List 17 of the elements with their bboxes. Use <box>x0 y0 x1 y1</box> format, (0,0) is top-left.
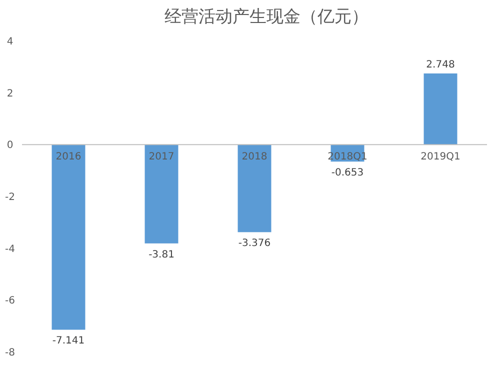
y-tick-label: -2 <box>5 192 15 203</box>
x-tick-label: 2019Q1 <box>420 152 460 163</box>
x-tick-label: 2018 <box>242 152 268 163</box>
data-label: -3.81 <box>148 249 174 260</box>
data-label: 2.748 <box>426 59 455 70</box>
data-label: -7.141 <box>52 336 85 347</box>
y-tick-label: 0 <box>6 140 14 152</box>
chart-title: 经营活动产生现金（亿元） <box>164 7 368 27</box>
data-label: -3.376 <box>238 238 271 250</box>
y-tick-label: -6 <box>5 296 15 307</box>
x-tick-label: 2016 <box>56 152 82 163</box>
y-tick-label: 2 <box>6 88 14 100</box>
y-tick-label: 4 <box>6 36 14 48</box>
data-label: -0.653 <box>331 168 364 179</box>
x-tick-label: 2017 <box>148 152 174 163</box>
y-tick-label: -8 <box>5 348 15 358</box>
y-tick-label: -4 <box>5 244 15 255</box>
